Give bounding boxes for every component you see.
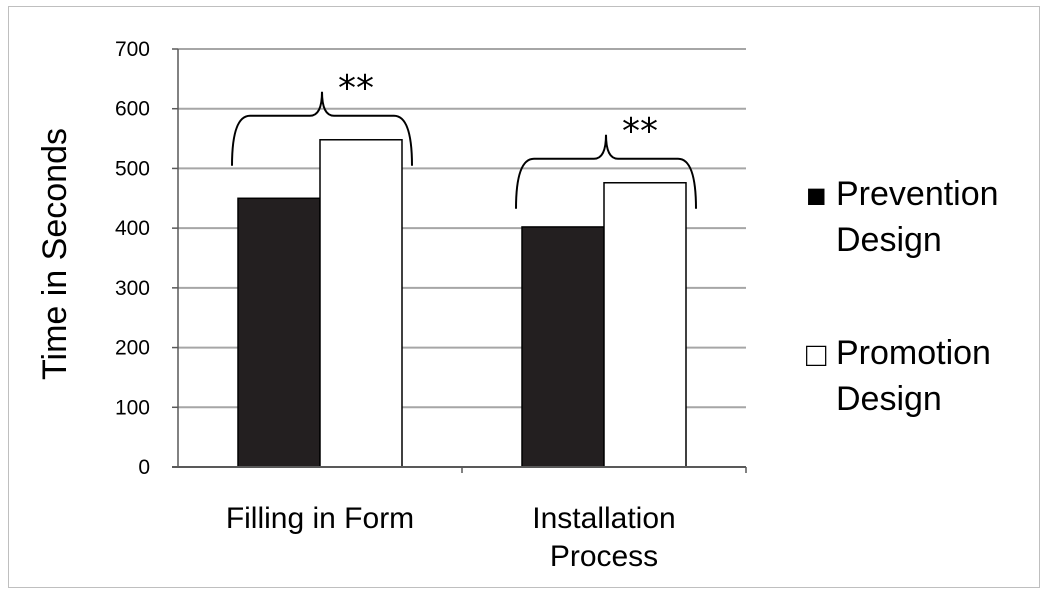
legend-label: Promotion — [836, 334, 991, 372]
y-tick-label: 100 — [115, 396, 150, 419]
legend-label: Design — [836, 221, 942, 259]
significance-label: ** — [338, 68, 374, 109]
legend-marker: ■ — [806, 177, 827, 215]
x-category-label: Filling in Form — [226, 502, 414, 535]
x-category-label: Installation — [532, 502, 675, 535]
y-tick-label: 0 — [138, 456, 150, 479]
y-axis-label: Time in Seconds — [36, 128, 74, 380]
y-tick-label: 600 — [115, 98, 150, 121]
y-tick-label: 700 — [115, 38, 150, 61]
x-category-label: Process — [550, 540, 658, 573]
legend-marker: □ — [806, 336, 827, 374]
x-axis-categories: Filling in Form Installation Process — [226, 502, 676, 573]
y-axis-ticks: 0 100 200 300 400 500 600 700 — [115, 38, 178, 479]
y-tick-label: 500 — [115, 157, 150, 180]
significance-label: ** — [622, 111, 658, 152]
y-tick-label: 300 — [115, 277, 150, 300]
bar-promotion-design-1 — [604, 183, 686, 467]
bar-promotion-design-0 — [320, 140, 402, 467]
bar-prevention-design-1 — [522, 227, 604, 467]
y-tick-label: 200 — [115, 337, 150, 360]
bar-prevention-design-0 — [238, 198, 320, 467]
legend-label: Prevention — [836, 175, 999, 213]
bars — [238, 140, 686, 467]
y-tick-label: 400 — [115, 217, 150, 240]
legend-label: Design — [836, 380, 942, 418]
